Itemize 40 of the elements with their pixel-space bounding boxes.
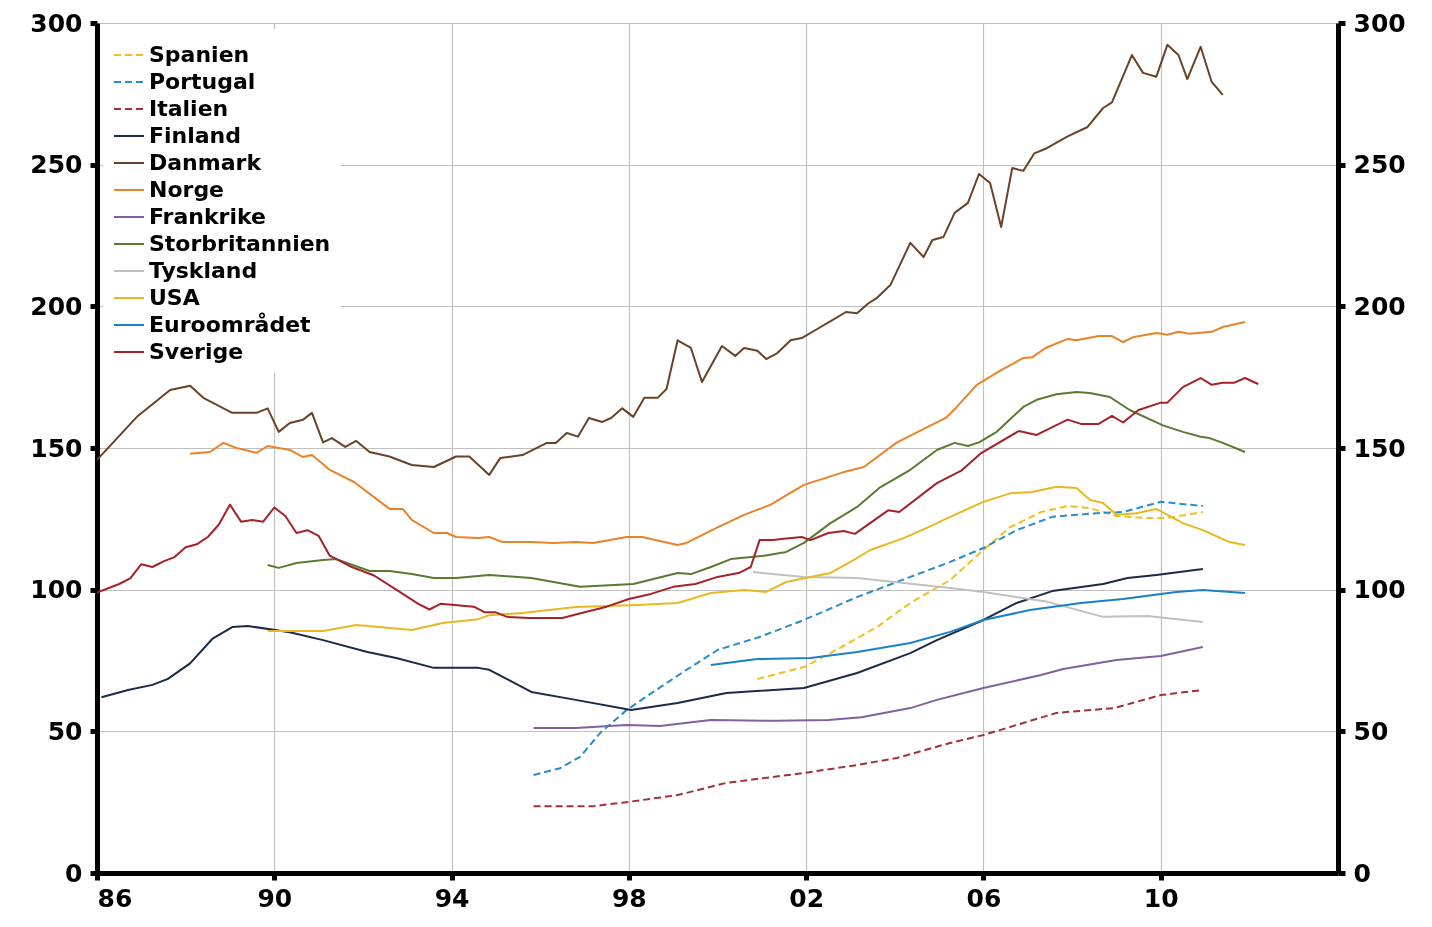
x-tick-label: 90 bbox=[257, 883, 293, 913]
line-series bbox=[709, 588, 1246, 667]
line-series bbox=[97, 377, 1260, 619]
y2-tick-label: 300 bbox=[1353, 8, 1406, 38]
x-tick-label: 86 bbox=[97, 883, 133, 913]
legend-label: Euroområdet bbox=[149, 312, 312, 337]
legend-label: Spanien bbox=[149, 42, 250, 67]
x-tick-label: 06 bbox=[966, 883, 1002, 913]
y-tick-label: 250 bbox=[30, 150, 83, 180]
y2-tick-label: 250 bbox=[1353, 150, 1406, 180]
y-tick-label: 100 bbox=[30, 575, 83, 605]
x-tick-label: 94 bbox=[434, 883, 470, 913]
y2-tick-label: 150 bbox=[1353, 433, 1406, 463]
y-tick-label: 200 bbox=[30, 291, 83, 321]
legend-label: Norge bbox=[149, 177, 225, 202]
y-tick-label: 300 bbox=[30, 8, 83, 38]
legend-label: Sverige bbox=[149, 339, 244, 364]
y-tick-label: 0 bbox=[65, 858, 83, 888]
y2-tick-label: 0 bbox=[1353, 858, 1371, 888]
legend-label: Danmark bbox=[149, 150, 263, 175]
legend-label: Frankrike bbox=[149, 204, 266, 229]
x-tick-label: 98 bbox=[611, 883, 647, 913]
y-tick-label: 150 bbox=[30, 433, 83, 463]
legend-label: Finland bbox=[149, 123, 242, 148]
y2-tick-label: 200 bbox=[1353, 291, 1406, 321]
line-series bbox=[532, 500, 1204, 776]
x-tick-label: 02 bbox=[789, 883, 825, 913]
line-series bbox=[532, 645, 1204, 729]
line-series bbox=[97, 43, 1224, 476]
legend-label: Italien bbox=[149, 96, 229, 121]
x-tick-label: 10 bbox=[1143, 883, 1179, 913]
y-tick-label: 50 bbox=[47, 716, 83, 746]
y2-tick-label: 50 bbox=[1353, 716, 1389, 746]
line-series bbox=[100, 567, 1204, 712]
legend-label: Portugal bbox=[149, 69, 256, 94]
legend-label: Tyskland bbox=[149, 258, 258, 283]
legend-label: USA bbox=[149, 285, 200, 310]
legend-label: Storbritannien bbox=[149, 231, 331, 256]
y2-tick-label: 100 bbox=[1353, 575, 1406, 605]
line-series bbox=[266, 390, 1246, 588]
